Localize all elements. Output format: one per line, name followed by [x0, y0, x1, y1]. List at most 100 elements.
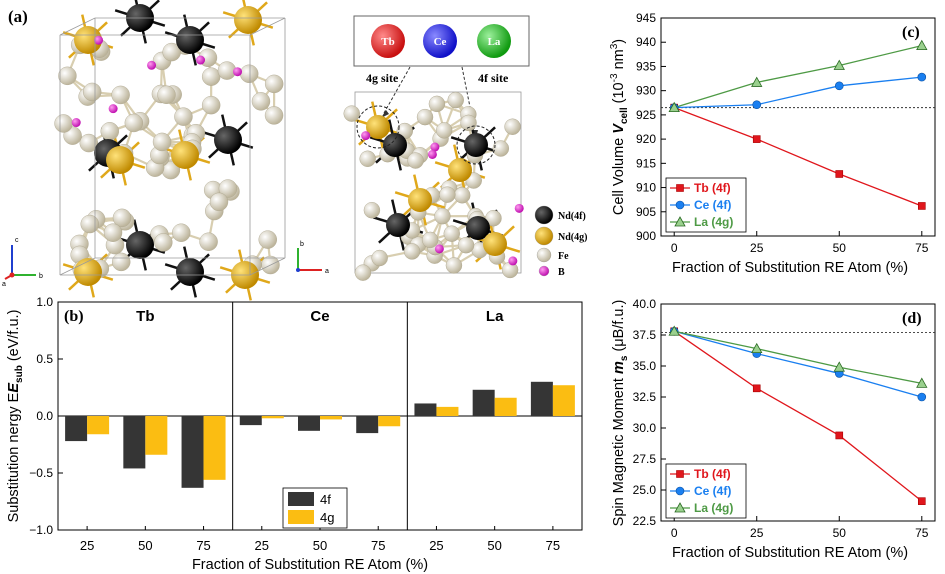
- series-line-ce: [674, 76, 922, 109]
- bar-ce-4f-75: [356, 416, 379, 434]
- legend-atom-label: Nd(4f): [558, 211, 586, 222]
- group-title: La: [486, 308, 504, 325]
- rare-earth-atom: [383, 133, 407, 157]
- legend-atom-label: B: [558, 267, 565, 278]
- y-tick-label: 32.5: [633, 390, 657, 404]
- fe-atom: [421, 231, 439, 249]
- y-axis-label: Spin Magnetic Moment ms (μB/f.u.): [611, 300, 630, 527]
- y-tick-label: −0.5: [29, 466, 53, 480]
- line-legend: Tb (4f) Ce (4f) La (4g): [665, 463, 747, 519]
- rare-earth-atom: [466, 216, 490, 240]
- fe-atom: [239, 64, 259, 83]
- fe-atom: [443, 225, 460, 242]
- y-tick-label: 30.0: [633, 421, 657, 435]
- data-point-tb: [835, 170, 844, 178]
- y-tick-label: 945: [636, 11, 656, 25]
- bar-legend-swatch: [288, 492, 314, 506]
- plot-frame: [660, 17, 936, 237]
- x-tick-label: 25: [750, 241, 764, 255]
- y-tick-label: 27.5: [633, 452, 657, 466]
- data-point-ce: [834, 81, 844, 91]
- y-tick-label: 940: [636, 35, 656, 49]
- data-point-la: [751, 76, 763, 87]
- b-atom: [430, 142, 440, 152]
- group-title: Tb: [136, 308, 154, 325]
- series-line-la: [674, 44, 922, 109]
- y-tick-label: −1.0: [29, 523, 53, 537]
- fe-atom: [112, 252, 131, 272]
- rare-earth-atom: [176, 26, 204, 54]
- data-point-ce: [917, 392, 927, 402]
- data-point-la: [833, 59, 845, 70]
- x-axis-label: Fraction of Substitution RE Atom (%): [192, 557, 428, 573]
- rare-earth-atom: [448, 158, 472, 182]
- fe-atom: [457, 236, 475, 254]
- legend-label: La (4g): [694, 501, 733, 515]
- panel-a-label: (a): [8, 7, 28, 26]
- y-axis-label: Cell Volume Vcell (10-3 nm3): [609, 39, 630, 215]
- bar-ce-4f-25: [239, 416, 262, 426]
- series-line-tb: [673, 107, 923, 207]
- b-atom: [147, 60, 157, 70]
- legend-atom-icon: [538, 265, 550, 277]
- y-tick-label: 25.0: [633, 483, 657, 497]
- fe-atom: [460, 114, 477, 132]
- legend-label: Tb (4f): [694, 181, 731, 195]
- b-atom: [94, 35, 104, 45]
- x-tick-label: 25: [80, 538, 94, 553]
- x-tick-label: 50: [833, 526, 847, 540]
- fe-atom: [407, 152, 424, 169]
- fe-atom: [371, 249, 388, 267]
- unit-cell-frame: [59, 17, 286, 276]
- fe-atom: [434, 207, 451, 225]
- fe-atom: [199, 232, 218, 251]
- rare-earth-atom: [214, 126, 242, 154]
- fe-atom: [54, 114, 73, 133]
- data-point-la: [833, 361, 845, 372]
- y-tick-label: 22.5: [633, 514, 657, 528]
- fe-atom: [80, 214, 99, 234]
- data-point-la: [916, 39, 928, 51]
- site-4g-label: 4g site: [366, 71, 399, 85]
- y-tick-label: 40.0: [633, 297, 657, 311]
- fe-atom: [209, 192, 229, 212]
- rare-earth-atom: [171, 141, 199, 169]
- bar-la-4g-75: [552, 385, 575, 416]
- fe-atom: [447, 91, 464, 109]
- b-atom: [508, 256, 518, 266]
- substitution-cell: [343, 91, 524, 281]
- fe-atom: [504, 118, 521, 135]
- x-tick-label: 0: [671, 526, 678, 540]
- y-tick-label: 925: [636, 108, 656, 122]
- fe-atom: [82, 82, 102, 102]
- legend-atom-icon: [536, 247, 552, 263]
- data-point-tb: [917, 497, 926, 505]
- x-tick-label: 50: [487, 538, 501, 553]
- bar-ce-4g-50: [320, 416, 342, 420]
- fe-atom: [58, 66, 77, 86]
- fe-atom: [492, 140, 510, 157]
- unit-cell-atoms: [54, 0, 284, 301]
- legend-atom-icon: [534, 226, 554, 246]
- y-tick-label: 900: [636, 229, 656, 243]
- x-tick-label: 50: [138, 538, 152, 553]
- element-symbol-tb: Tb: [381, 36, 394, 48]
- fe-atom: [111, 85, 130, 105]
- rare-earth-atom: [126, 231, 154, 259]
- fe-atom: [359, 150, 376, 167]
- bar-tb-4f-50: [123, 416, 146, 469]
- substitution-cell-atoms: [343, 91, 524, 281]
- b-atom: [108, 104, 118, 114]
- data-point-la: [668, 101, 680, 113]
- fe-atom: [264, 74, 284, 94]
- panel-b-label: (b): [64, 308, 84, 325]
- bar-legend-label: 4g: [320, 510, 334, 525]
- bar-ce-4g-25: [261, 416, 284, 419]
- b-atom: [233, 67, 243, 77]
- fe-atom: [124, 113, 144, 133]
- b-atom: [434, 244, 444, 254]
- legend-label: Ce (4f): [694, 198, 731, 212]
- panel-d-chart: 22.5 25.0 27.5 30.0 32.5 35.0 37.5 40.0 0 25 50 75 (…: [611, 297, 936, 561]
- legend-label: La (4g): [694, 215, 733, 229]
